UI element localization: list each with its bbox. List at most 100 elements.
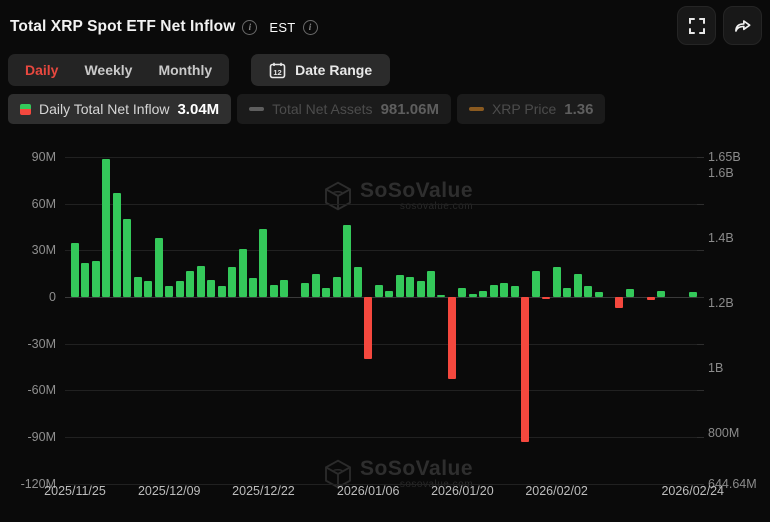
inflow-bar[interactable] <box>186 270 195 297</box>
date-range-button[interactable]: 12 Date Range <box>251 54 391 86</box>
x-axis-label: 2025/12/22 <box>232 484 295 498</box>
inflow-bar[interactable] <box>468 293 477 297</box>
inflow-bar[interactable] <box>437 295 446 297</box>
inflow-bar[interactable] <box>510 286 519 297</box>
inflow-bar[interactable] <box>81 262 90 297</box>
right-axis-tick <box>697 297 704 298</box>
tab-monthly[interactable]: Monthly <box>158 62 213 78</box>
left-axis-label: 0 <box>49 290 56 304</box>
green-red-split-icon <box>20 103 31 115</box>
inflow-bar[interactable] <box>353 267 362 297</box>
inflow-bar[interactable] <box>133 276 142 297</box>
timezone-info-icon[interactable]: i <box>302 19 318 35</box>
watermark-domain: sosovalue.com <box>399 200 474 212</box>
inflow-bar[interactable] <box>594 292 603 297</box>
inflow-bar[interactable] <box>625 289 634 297</box>
watermark-center: SoSoValue sosovalue.com <box>322 180 473 212</box>
outflow-bar[interactable] <box>646 297 655 301</box>
legend-item-total-net-assets[interactable]: Total Net Assets 981.06M <box>237 94 451 124</box>
inflow-bar[interactable] <box>269 284 278 297</box>
gridline <box>65 157 700 158</box>
gridline <box>65 343 700 345</box>
legend-item-xrp-price[interactable]: XRP Price 1.36 <box>456 94 606 124</box>
inflow-bar[interactable] <box>102 158 111 297</box>
inflow-bar[interactable] <box>479 290 488 297</box>
share-icon <box>733 16 753 36</box>
inflow-bar[interactable] <box>248 278 257 297</box>
inflow-bar[interactable] <box>301 283 310 297</box>
inflow-bar[interactable] <box>154 237 163 297</box>
outflow-bar[interactable] <box>542 297 551 299</box>
inflow-bar[interactable] <box>584 286 593 297</box>
timezone-label: EST <box>269 19 296 35</box>
tab-daily[interactable]: Daily <box>25 62 59 78</box>
inflow-bar[interactable] <box>280 279 289 297</box>
inflow-bar[interactable] <box>71 242 79 297</box>
watermark-brand: SoSoValue <box>360 178 474 202</box>
zero-gridline <box>65 297 700 298</box>
inflow-bar[interactable] <box>489 284 498 297</box>
fullscreen-button[interactable] <box>677 6 716 45</box>
inflow-bar[interactable] <box>123 219 132 297</box>
inflow-bar[interactable] <box>322 287 331 297</box>
outflow-bar[interactable] <box>521 297 530 442</box>
right-axis-tick <box>697 157 704 158</box>
inflow-bar[interactable] <box>343 225 352 297</box>
info-icon[interactable]: i <box>242 19 258 35</box>
left-axis-label: 30M <box>31 243 56 258</box>
share-button[interactable] <box>723 6 762 45</box>
x-axis-label: 2025/12/09 <box>137 484 201 498</box>
inflow-bar[interactable] <box>165 286 174 297</box>
inflow-bar[interactable] <box>552 267 561 297</box>
inflow-bar[interactable] <box>259 228 268 297</box>
calendar-icon: 12 <box>269 62 286 79</box>
right-axis-label: 800M <box>708 426 740 441</box>
legend-label: Daily Total Net Inflow <box>39 101 170 117</box>
inflow-bar[interactable] <box>207 279 216 297</box>
inflow-bar[interactable] <box>91 261 100 297</box>
inflow-bar[interactable] <box>385 290 394 297</box>
gridline <box>65 250 700 252</box>
inflow-bar[interactable] <box>217 286 226 297</box>
legend: Daily Total Net Inflow 3.04M Total Net A… <box>8 94 770 124</box>
inflow-bar[interactable] <box>395 275 404 297</box>
inflow-bar[interactable] <box>426 270 435 297</box>
inflow-bar[interactable] <box>228 267 237 297</box>
outflow-bar[interactable] <box>364 297 373 360</box>
inflow-bar[interactable] <box>112 192 121 297</box>
legend-item-daily-net-inflow[interactable]: Daily Total Net Inflow 3.04M <box>8 94 232 124</box>
inflow-bar[interactable] <box>332 276 341 297</box>
chart-area: SoSoValue sosovalue.com SoSoValue sosova… <box>0 132 770 514</box>
inflow-bar[interactable] <box>144 281 153 297</box>
orange-dash-icon <box>468 107 484 111</box>
inflow-bar[interactable] <box>657 290 666 297</box>
fullscreen-icon <box>688 17 706 35</box>
inflow-bar[interactable] <box>458 287 467 297</box>
right-axis-label: 1B <box>708 361 724 376</box>
x-axis-label: 2026/02/02 <box>525 484 588 498</box>
legend-value: 3.04M <box>177 100 220 118</box>
inflow-bar[interactable] <box>311 273 320 297</box>
inflow-bar[interactable] <box>175 281 184 297</box>
x-axis-label: 2025/11/25 <box>44 484 106 498</box>
tab-weekly[interactable]: Weekly <box>84 62 133 78</box>
inflow-bar[interactable] <box>688 292 697 297</box>
left-axis-label: -30M <box>27 336 56 351</box>
inflow-bar[interactable] <box>406 276 415 297</box>
outflow-bar[interactable] <box>447 297 456 380</box>
inflow-bar[interactable] <box>196 265 205 297</box>
gridline <box>65 483 700 485</box>
outflow-bar[interactable] <box>615 297 624 308</box>
inflow-bar[interactable] <box>374 284 383 297</box>
svg-text:12: 12 <box>273 68 281 77</box>
watermark-brand: SoSoValue <box>360 456 474 480</box>
legend-label: XRP Price <box>491 101 557 117</box>
inflow-bar[interactable] <box>573 273 582 297</box>
inflow-bar[interactable] <box>238 248 247 297</box>
inflow-bar[interactable] <box>531 270 540 297</box>
x-axis-label: 2026/01/20 <box>431 484 494 498</box>
inflow-bar[interactable] <box>500 283 509 297</box>
left-axis-label: 60M <box>31 196 56 211</box>
inflow-bar[interactable] <box>416 281 425 297</box>
inflow-bar[interactable] <box>563 287 572 297</box>
